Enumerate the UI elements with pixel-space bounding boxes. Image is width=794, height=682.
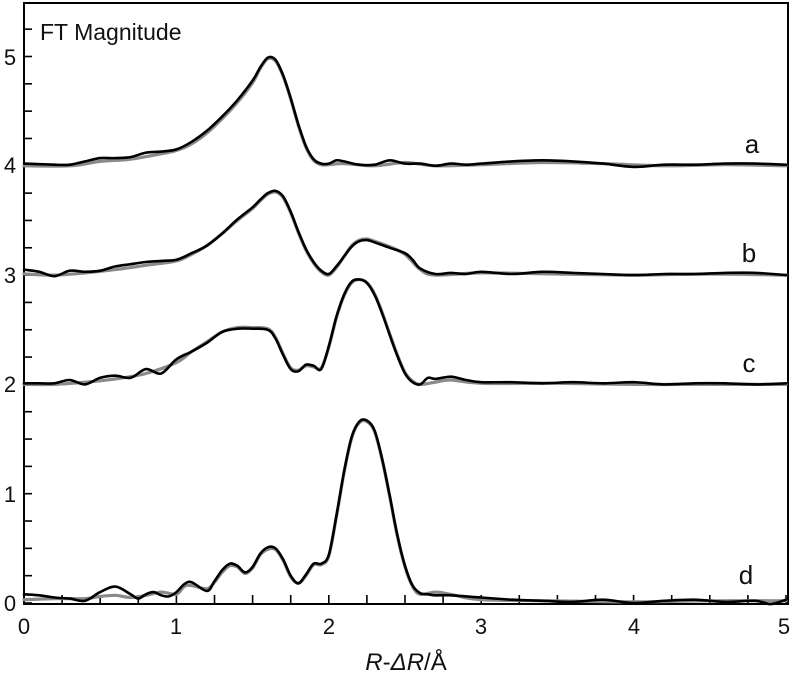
experiment-curve-d bbox=[22, 418, 788, 606]
curve-label-a: a bbox=[745, 129, 760, 159]
x-tick-1: 1 bbox=[170, 614, 182, 639]
x-label-dash: - bbox=[383, 649, 391, 676]
x-label-delta-r: ΔR bbox=[390, 649, 424, 676]
experiment-curve-c bbox=[22, 278, 788, 386]
axis-ticks bbox=[23, 28, 787, 604]
x-tick-0: 0 bbox=[18, 614, 30, 639]
x-tick-labels: 0 1 2 3 4 5 bbox=[18, 614, 790, 639]
y-tick-labels: 0 1 2 3 4 5 bbox=[4, 45, 16, 616]
x-label-r: R bbox=[365, 649, 382, 676]
curve-label-b: b bbox=[742, 238, 756, 268]
experiment-curve-b bbox=[22, 189, 788, 278]
y-tick-3: 3 bbox=[4, 263, 16, 288]
x-tick-5: 5 bbox=[778, 614, 790, 639]
x-label-unit: /Å bbox=[424, 648, 447, 676]
x-tick-2: 2 bbox=[323, 614, 335, 639]
y-tick-1: 1 bbox=[4, 482, 16, 507]
y-tick-0: 0 bbox=[4, 591, 16, 616]
fit-curve-d bbox=[22, 418, 788, 604]
y-tick-2: 2 bbox=[4, 372, 16, 397]
fit-curves bbox=[22, 56, 788, 604]
y-tick-4: 4 bbox=[4, 153, 16, 178]
curve-label-d: d bbox=[739, 560, 753, 590]
experiment-curves bbox=[22, 55, 788, 606]
y-tick-5: 5 bbox=[4, 45, 16, 70]
fit-curve-c bbox=[22, 277, 788, 387]
y-axis-label: FT Magnitude bbox=[40, 19, 181, 45]
x-axis-label: R-ΔR/Å bbox=[365, 648, 446, 676]
experiment-curve-a bbox=[22, 55, 788, 169]
plot-frame bbox=[23, 2, 789, 605]
fit-curve-a bbox=[22, 56, 788, 168]
x-tick-3: 3 bbox=[475, 614, 487, 639]
x-tick-4: 4 bbox=[628, 614, 640, 639]
curve-label-c: c bbox=[743, 348, 756, 378]
